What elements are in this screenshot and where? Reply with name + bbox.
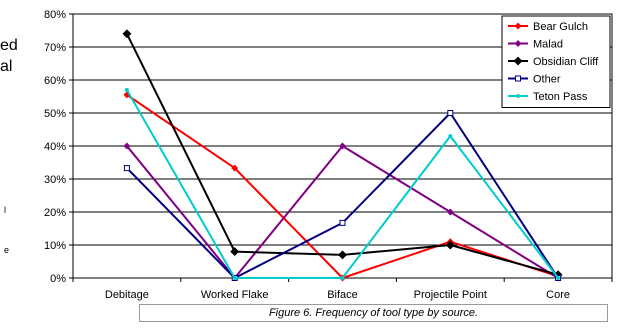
data-point bbox=[448, 134, 453, 139]
legend-item: Malad bbox=[508, 39, 563, 51]
y-tick-label: 10% bbox=[44, 240, 66, 252]
side-text-fragment-1: ed bbox=[0, 37, 18, 54]
legend-label: Other bbox=[533, 74, 561, 86]
side-text-fragment-2: al bbox=[0, 58, 13, 75]
data-point bbox=[445, 240, 455, 250]
legend-item: Bear Gulch bbox=[508, 21, 588, 33]
side-text-fragment-4: e bbox=[4, 245, 10, 255]
data-point bbox=[516, 94, 520, 98]
figure-caption: Figure 6. Frequency of tool type by sour… bbox=[268, 307, 479, 319]
y-tick-label: 0% bbox=[50, 273, 66, 285]
data-point bbox=[232, 276, 237, 280]
data-point bbox=[514, 22, 522, 30]
data-point bbox=[556, 276, 561, 280]
side-text-fragment-3: l bbox=[4, 205, 6, 215]
y-tick-label: 30% bbox=[44, 174, 66, 186]
legend: Bear Gulch Malad Obsidian Cliff Other Teton … bbox=[501, 15, 611, 108]
x-axis-categories: Debitage Worked Flake Biface Projectile Poi… bbox=[72, 278, 613, 301]
y-tick-label: 70% bbox=[44, 42, 66, 54]
data-point bbox=[124, 87, 129, 92]
data-point bbox=[340, 276, 345, 280]
x-category-label: Biface bbox=[327, 289, 358, 301]
y-tick-label: 40% bbox=[44, 141, 66, 153]
data-point bbox=[513, 56, 523, 66]
data-point bbox=[123, 165, 130, 172]
legend-label: Malad bbox=[533, 39, 563, 51]
x-category-label: Core bbox=[546, 289, 570, 301]
figure-caption-box: Figure 6. Frequency of tool type by sour… bbox=[139, 304, 608, 322]
series-line bbox=[126, 89, 559, 279]
legend-item: Obsidian Cliff bbox=[508, 56, 599, 68]
series-lines bbox=[122, 29, 563, 282]
y-axis-ticks: 0% 10% 20% 30% 40% 50% 60% 70% 80% bbox=[44, 9, 73, 285]
data-point bbox=[514, 39, 522, 48]
series-teton-pass bbox=[124, 87, 561, 280]
legend-item: Other bbox=[508, 74, 561, 86]
data-point bbox=[339, 219, 346, 226]
data-point bbox=[230, 247, 240, 257]
data-point bbox=[446, 208, 454, 216]
x-category-label: Debitage bbox=[105, 289, 149, 301]
legend-item: Teton Pass bbox=[508, 91, 588, 103]
data-point bbox=[122, 29, 132, 39]
data-point bbox=[515, 75, 521, 82]
y-tick-label: 20% bbox=[44, 207, 66, 219]
y-tick-label: 80% bbox=[44, 9, 66, 21]
y-tick-label: 60% bbox=[44, 75, 66, 87]
y-tick-label: 50% bbox=[44, 108, 66, 120]
data-point bbox=[447, 110, 454, 116]
data-point bbox=[231, 164, 239, 172]
legend-label: Obsidian Cliff bbox=[533, 56, 599, 68]
x-category-label: Worked Flake bbox=[201, 289, 269, 301]
data-point bbox=[337, 250, 348, 260]
series-obsidian-cliff bbox=[122, 29, 563, 280]
legend-label: Teton Pass bbox=[533, 91, 588, 103]
x-category-label: Projectile Point bbox=[414, 289, 487, 301]
data-point bbox=[123, 142, 131, 150]
legend-label: Bear Gulch bbox=[533, 21, 588, 33]
data-point bbox=[338, 142, 347, 150]
